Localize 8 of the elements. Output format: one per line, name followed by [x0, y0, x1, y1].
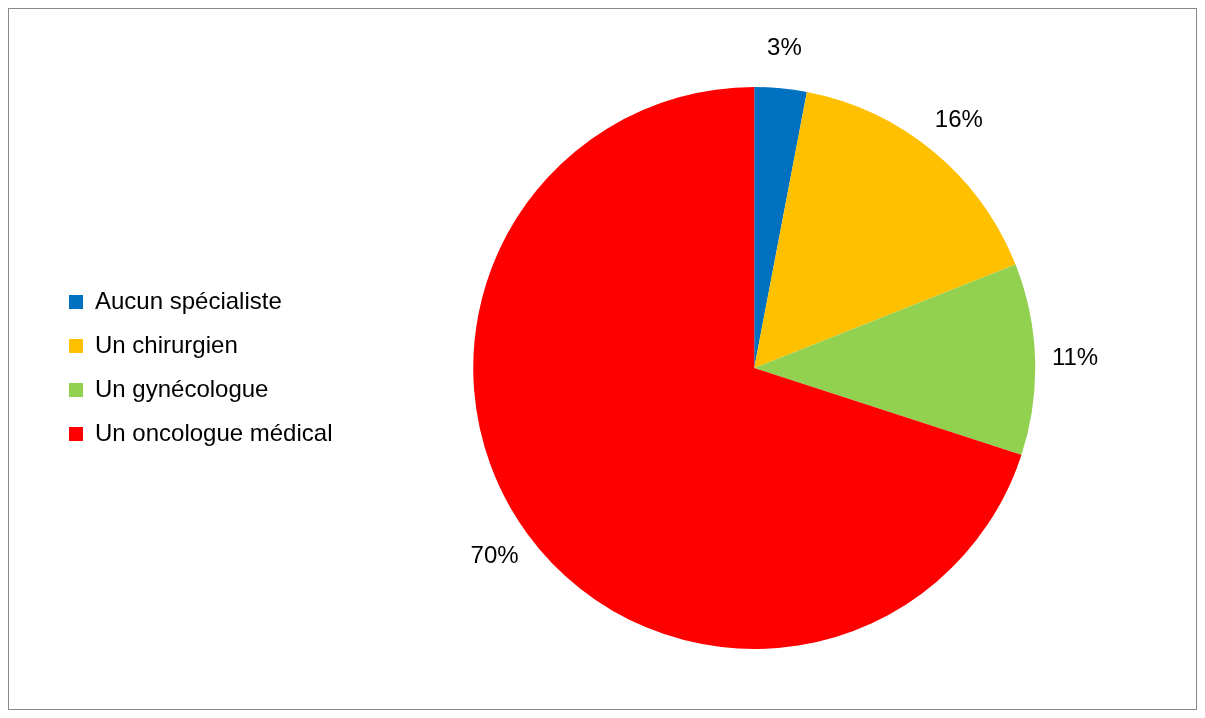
legend-label: Aucun spécialiste	[95, 286, 282, 314]
legend-label: Un chirurgien	[95, 330, 238, 358]
data-label: 70%	[470, 541, 519, 569]
data-label: 11%	[1051, 342, 1099, 370]
data-label: 16%	[934, 105, 983, 133]
legend-label: Un oncologue médical	[95, 418, 333, 446]
data-label: 3%	[767, 33, 802, 61]
legend-label: Un gynécologue	[95, 374, 269, 402]
